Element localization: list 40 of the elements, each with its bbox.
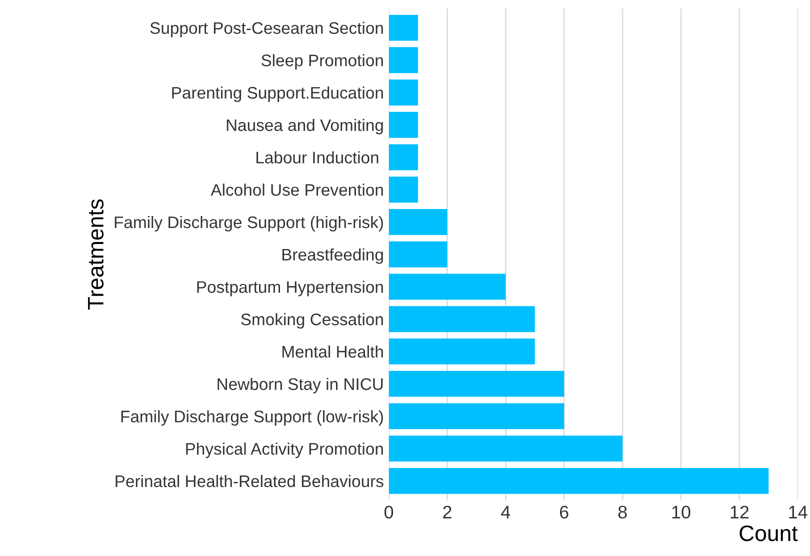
bar — [388, 14, 418, 41]
x-tick-label: 2 — [443, 506, 452, 518]
x-tick-label: 8 — [618, 506, 627, 519]
bar — [388, 47, 418, 74]
bar — [388, 80, 418, 106]
bar — [388, 370, 564, 397]
x-tick-label: 14 — [789, 506, 808, 518]
x-tick-label: 6 — [560, 506, 568, 519]
bar — [388, 241, 448, 268]
bar — [388, 209, 448, 235]
x-tick-label: 10 — [672, 506, 690, 519]
y-axis-title: Treatments — [88, 199, 104, 310]
bar — [388, 338, 535, 364]
x-tick-label: 4 — [501, 506, 510, 518]
y-tick-label: Parenting Support.Education — [172, 86, 383, 102]
y-tick-label: Alcohol Use Prevention — [210, 184, 383, 196]
y-tick-label: Newborn Stay in NICU — [218, 378, 383, 394]
bar — [388, 306, 535, 332]
x-tick-label: 0 — [384, 506, 394, 519]
y-tick-label: Family Discharge Support (high-risk) — [114, 216, 383, 232]
bar — [388, 436, 623, 462]
bar — [388, 176, 418, 203]
y-tick-label: Perinatal Health-Related Behaviours — [116, 474, 384, 488]
x-tick-label: 12 — [730, 506, 749, 518]
y-tick-label: Physical Activity Promotion — [186, 442, 383, 458]
y-tick-label: Smoking Cessation — [241, 313, 383, 329]
y-tick-label: Labour Induction — [256, 151, 378, 164]
y-tick-label: Breastfeeding — [282, 248, 383, 264]
bar — [388, 112, 418, 138]
y-tick-label: Mental Health — [282, 345, 383, 358]
bar — [388, 144, 418, 170]
bar — [388, 403, 564, 430]
y-tick-label: Support Post-Cesearan Section — [150, 22, 383, 38]
bar — [388, 274, 506, 300]
x-axis-title: Count — [740, 525, 798, 542]
y-tick-label: Nausea and Vomiting — [226, 118, 383, 134]
y-tick-label: Postpartum Hypertension — [197, 280, 383, 296]
y-tick-label: Family Discharge Support (low-risk) — [121, 410, 383, 426]
y-tick-label: Sleep Promotion — [261, 54, 383, 70]
bar — [388, 468, 769, 494]
